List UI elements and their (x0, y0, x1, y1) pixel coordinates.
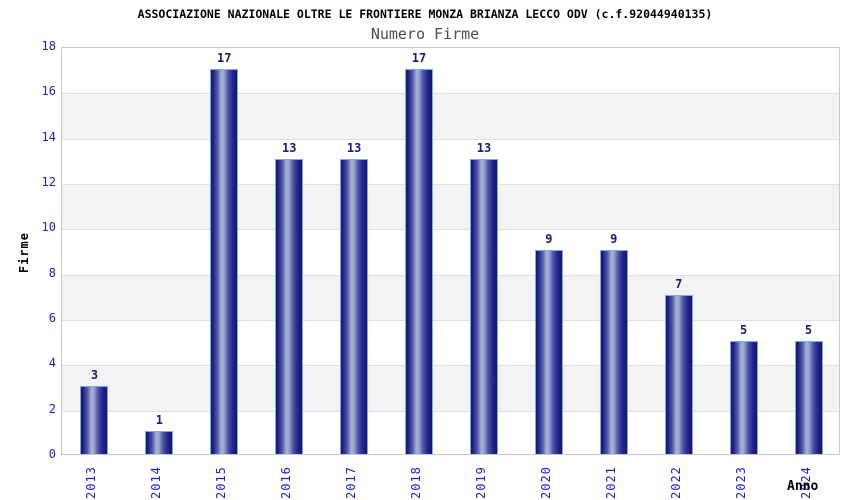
grid-band (62, 365, 839, 411)
bar-value-label: 13 (476, 141, 492, 156)
bar-value-label: 13 (281, 141, 297, 156)
y-axis-tick-label: 10 (41, 220, 56, 235)
y-axis-tick-label: 12 (41, 175, 56, 189)
x-axis-tick-label: 2016 (279, 466, 294, 499)
bar (210, 68, 239, 454)
x-axis-tick-label: 2014 (149, 466, 164, 499)
bar-value-label: 1 (155, 413, 163, 428)
bar-value-label: 9 (610, 232, 618, 246)
gridline (62, 138, 839, 140)
bar (405, 68, 434, 454)
x-axis-tick-label: 2015 (214, 466, 229, 499)
gridline (62, 229, 839, 231)
bar (145, 431, 174, 454)
bar (80, 386, 109, 454)
y-axis-tick-label: 16 (41, 84, 56, 99)
bar-value-label: 5 (804, 322, 813, 337)
x-axis-title: Anno (787, 479, 819, 494)
bar (729, 340, 758, 454)
chart-title: ASSOCIAZIONE NAZIONALE OLTRE LE FRONTIER… (137, 7, 713, 21)
gridline (62, 274, 839, 276)
x-axis-tick-label: 2019 (473, 466, 488, 499)
y-axis-tick-label: 2 (48, 401, 56, 416)
bar (599, 250, 628, 454)
y-axis-tick-label: 14 (41, 129, 56, 144)
bar (340, 159, 369, 454)
bar-value-label: 3 (90, 368, 99, 382)
gridline (62, 93, 839, 95)
gridline (62, 365, 839, 367)
y-axis-title: Firme (17, 232, 31, 274)
x-axis-tick-label: 2023 (733, 466, 748, 499)
x-axis-tick-label: 2020 (538, 466, 553, 499)
y-axis-tick-label: 8 (48, 265, 56, 280)
gridline (62, 410, 839, 412)
y-axis-tick-label: 4 (48, 356, 56, 371)
plot-area: 3 1 17 13 13 17 13 9 9 7 5 5 (61, 47, 840, 455)
x-axis-tick-label: 2022 (668, 466, 683, 499)
bar (664, 295, 693, 454)
x-axis-tick-label: 2018 (409, 466, 424, 499)
bar-value-label: 9 (545, 232, 553, 246)
x-axis-tick-label: 2013 (84, 466, 99, 499)
gridline (62, 320, 839, 321)
bar (794, 340, 823, 454)
bar-value-label: 17 (217, 50, 232, 65)
y-axis-tick-label: 18 (41, 39, 56, 53)
y-axis-tick-label: 0 (48, 447, 56, 461)
x-axis-tick-label: 2017 (344, 466, 359, 499)
grid-band (62, 274, 839, 320)
bar-value-label: 7 (675, 277, 683, 292)
gridline (62, 184, 839, 185)
bar-value-label: 17 (411, 50, 427, 65)
grid-band (62, 93, 839, 139)
bar-value-label: 13 (346, 141, 362, 156)
y-axis-tick-label: 6 (48, 311, 56, 325)
x-axis-tick-label: 2021 (603, 466, 618, 499)
bar (469, 159, 498, 454)
bar (275, 159, 304, 454)
grid-band (62, 184, 839, 230)
bar (534, 250, 563, 454)
chart-subtitle: Numero Firme (370, 25, 480, 43)
bar-value-label: 5 (740, 322, 748, 337)
